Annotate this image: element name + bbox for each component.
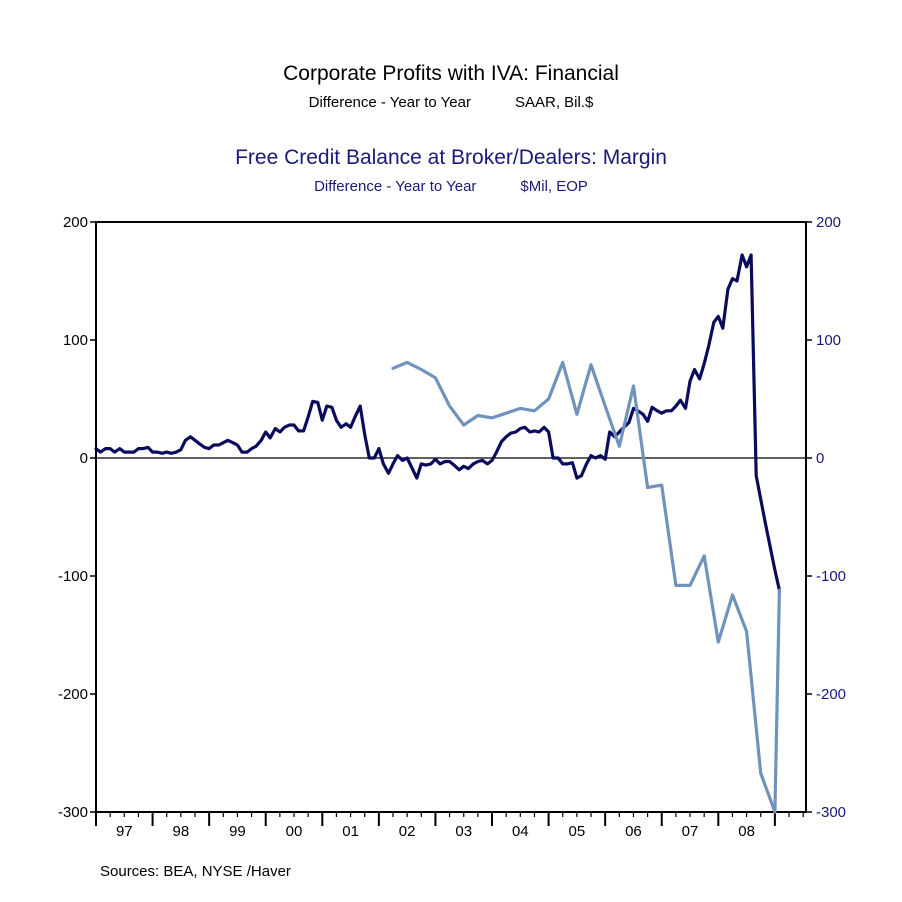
y-left-tick-label: 100 <box>63 332 88 349</box>
y-left-tick-label: -100 <box>58 568 88 585</box>
x-tick-label: 99 <box>229 823 246 840</box>
y-left-tick-label: 0 <box>80 450 88 467</box>
subtitle-primary-left: Difference - Year to Year <box>308 94 471 111</box>
chart-title-secondary: Free Credit Balance at Broker/Dealers: M… <box>235 146 667 169</box>
chart-subtitle-secondary: Difference - Year to Year $Mil, EOP <box>0 178 902 195</box>
y-right-tick-label: -200 <box>816 686 846 703</box>
series-line-margin-credit <box>94 253 782 592</box>
y-left-tick-label: -300 <box>58 804 88 821</box>
series-line-corporate-profits <box>391 360 782 814</box>
y-right-tick-label: -100 <box>816 568 846 585</box>
x-tick-label: 06 <box>625 823 642 840</box>
plot-frame <box>95 221 807 813</box>
x-tick-label: 07 <box>682 823 699 840</box>
y-right-tick-label: 0 <box>816 450 824 467</box>
x-tick-label: 01 <box>342 823 359 840</box>
y-left-tick-label: -200 <box>58 686 88 703</box>
chart-title-primary: Corporate Profits with IVA: Financial <box>283 62 619 85</box>
x-tick-label: 03 <box>455 823 472 840</box>
subtitle-secondary-left: Difference - Year to Year <box>314 178 477 195</box>
y-right-tick-label: 200 <box>816 214 841 231</box>
x-tick-label: 02 <box>399 823 416 840</box>
chart-subtitle-primary: Difference - Year to Year SAAR, Bil.$ <box>0 94 902 111</box>
x-tick-label: 05 <box>569 823 586 840</box>
y-right-tick-label: 100 <box>816 332 841 349</box>
x-tick-label: 97 <box>116 823 133 840</box>
subtitle-secondary-right: $Mil, EOP <box>520 178 588 195</box>
x-tick-label: 04 <box>512 823 529 840</box>
x-tick-label: 08 <box>738 823 755 840</box>
subtitle-primary-right: SAAR, Bil.$ <box>514 94 594 111</box>
x-tick-label: 00 <box>286 823 303 840</box>
x-tick-label: 98 <box>173 823 190 840</box>
sources-note: Sources: BEA, NYSE /Haver <box>100 863 291 880</box>
y-left-tick-label: 200 <box>63 214 88 231</box>
y-right-tick-label: -300 <box>816 804 846 821</box>
